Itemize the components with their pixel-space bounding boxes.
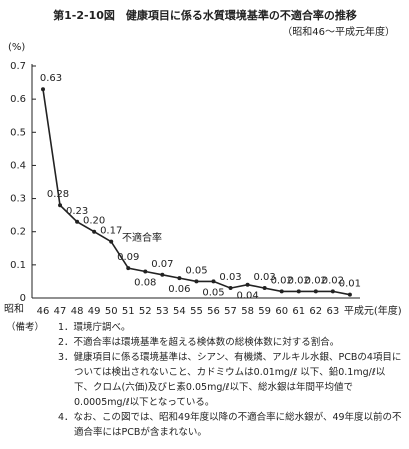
y-tick-label: 0.3 — [10, 194, 26, 205]
point — [313, 289, 318, 294]
x-tick-label: 58 — [241, 306, 254, 317]
value-label: 0.23 — [66, 206, 88, 217]
x-tick-label: 59 — [258, 306, 271, 317]
point — [41, 87, 45, 92]
y-tick-label: 0 — [20, 293, 26, 304]
value-label: 0.17 — [100, 226, 122, 237]
x-tick-label: 61 — [292, 306, 305, 317]
point — [211, 279, 216, 284]
value-label: 0.05 — [202, 287, 224, 298]
value-label: 0.06 — [168, 284, 190, 295]
x-tick-label: 55 — [190, 306, 203, 317]
point — [245, 282, 250, 287]
series-line — [42, 89, 351, 296]
value-label: 0.02 — [322, 275, 344, 286]
y-tick-label: 0.1 — [10, 260, 26, 271]
x-tick-label: 47 — [54, 306, 67, 317]
x-tick-label: 52 — [139, 306, 152, 317]
note-item: 2．不適合率は環境基準を超える検体数の総検体数に対する割合。 — [58, 337, 340, 348]
notes-list: 1．環境庁調べ。 2．不適合率は環境基準を超える検体数の総検体数に対する割合。 3．… — [6, 320, 404, 440]
point — [160, 272, 165, 277]
value-label: 0.02 — [305, 275, 327, 286]
y-axis-label: (%) — [8, 42, 25, 53]
point — [126, 266, 131, 271]
x-tick-label: 平成元(年度) — [344, 304, 402, 317]
x-tick-label: 57 — [224, 306, 237, 317]
chart-subtitle: （昭和46～平成元年度） — [282, 25, 395, 38]
x-tick-label: 46 — [37, 306, 50, 317]
point — [177, 276, 182, 281]
series-label: 不適合率 — [122, 231, 162, 244]
x-tick-label: 56 — [207, 306, 220, 317]
y-tick-label: 0.4 — [10, 160, 26, 171]
value-label: 0.09 — [117, 252, 139, 263]
y-tick-label: 0.6 — [10, 94, 26, 105]
chart-title: 第1-2-10図 健康項目に係る水質環境基準の不適合率の推移 — [53, 8, 357, 22]
value-label: 0.07 — [151, 259, 173, 270]
value-label: 0.04 — [236, 291, 258, 302]
x-era-label: 昭和 — [4, 303, 24, 315]
point — [296, 289, 301, 294]
x-tick-label: 51 — [122, 306, 135, 317]
value-label: 0.28 — [47, 189, 69, 200]
value-label: 0.63 — [40, 73, 62, 84]
value-label: 0.02 — [271, 275, 293, 286]
x-tick-label: 60 — [275, 306, 288, 317]
y-tick-label: 0.5 — [10, 127, 26, 138]
point — [279, 289, 284, 294]
value-label: 0.01 — [339, 279, 361, 290]
value-label: 0.03 — [219, 272, 241, 283]
point — [143, 269, 148, 274]
x-tick-label: 50 — [105, 306, 118, 317]
point — [330, 289, 335, 294]
value-label: 0.08 — [134, 277, 156, 288]
x-tick-label: 49 — [88, 306, 101, 317]
x-tick-label: 54 — [173, 306, 186, 317]
x-tick-label: 63 — [326, 306, 339, 317]
point — [262, 286, 267, 291]
x-tick-label: 53 — [156, 306, 169, 317]
note-item: 4．なお、この図では、昭和49年度以降の不適合率に総水銀が、49年度以前の不適合… — [58, 412, 402, 438]
value-label: 0.02 — [288, 275, 310, 286]
value-label: 0.05 — [185, 265, 207, 276]
point — [92, 229, 97, 234]
point — [58, 203, 63, 208]
point — [75, 219, 80, 224]
notes-heading: （備考） — [6, 322, 45, 333]
y-tick-label: 0.2 — [10, 227, 26, 238]
notes: （備考） 1．環境庁調べ。 2．不適合率は環境基準を超える検体数の総検体数に対する… — [6, 320, 404, 440]
point — [194, 279, 199, 284]
point — [109, 239, 114, 244]
note-item: 1．環境庁調べ。 — [58, 322, 131, 333]
point — [228, 286, 233, 291]
chart: 第1-2-10図 健康項目に係る水質環境基準の不適合率の推移 （昭和46～平成元… — [4, 8, 402, 317]
note-item: 3．健康項目に係る環境基準は、シアン、有機燐、アルキル水銀、PCBの4項目につい… — [58, 352, 402, 408]
value-label: 0.03 — [254, 272, 276, 283]
x-tick-label: 62 — [309, 306, 322, 317]
value-label: 0.20 — [83, 216, 105, 227]
point — [347, 292, 352, 297]
y-tick-label: 0.7 — [10, 61, 26, 72]
x-tick-label: 48 — [71, 306, 84, 317]
